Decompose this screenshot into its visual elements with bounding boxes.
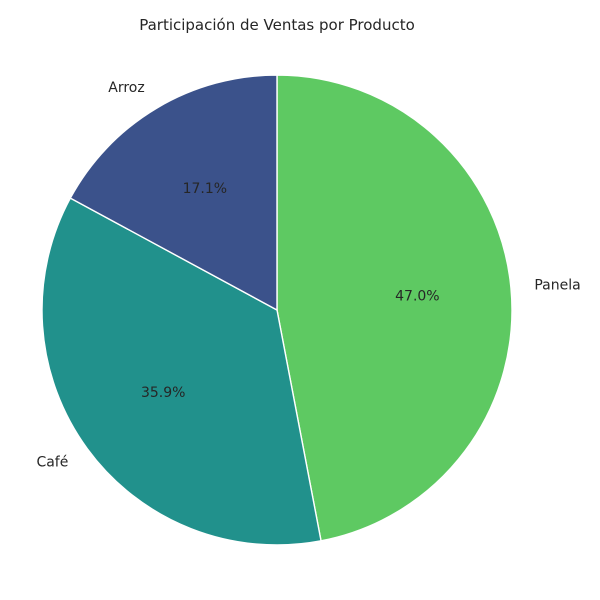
slice-label-panela: Panela <box>534 278 580 294</box>
pie-slice-arroz <box>69 74 278 312</box>
pct-label-cafe: 35.9% <box>141 385 185 401</box>
pie-labels: Panela 47.0% Café 35.9% Arroz 17.1% <box>36 80 580 471</box>
slice-label-cafe: Café <box>36 455 68 471</box>
chart-title: Participación de Ventas por Producto <box>139 16 415 34</box>
pie-slice-panela <box>276 74 513 542</box>
pie-slice-cafe <box>41 197 322 546</box>
pct-label-panela: 47.0% <box>395 289 439 305</box>
pie-slices <box>41 74 513 546</box>
pct-label-arroz: 17.1% <box>183 181 227 197</box>
slice-label-arroz: Arroz <box>108 80 144 96</box>
